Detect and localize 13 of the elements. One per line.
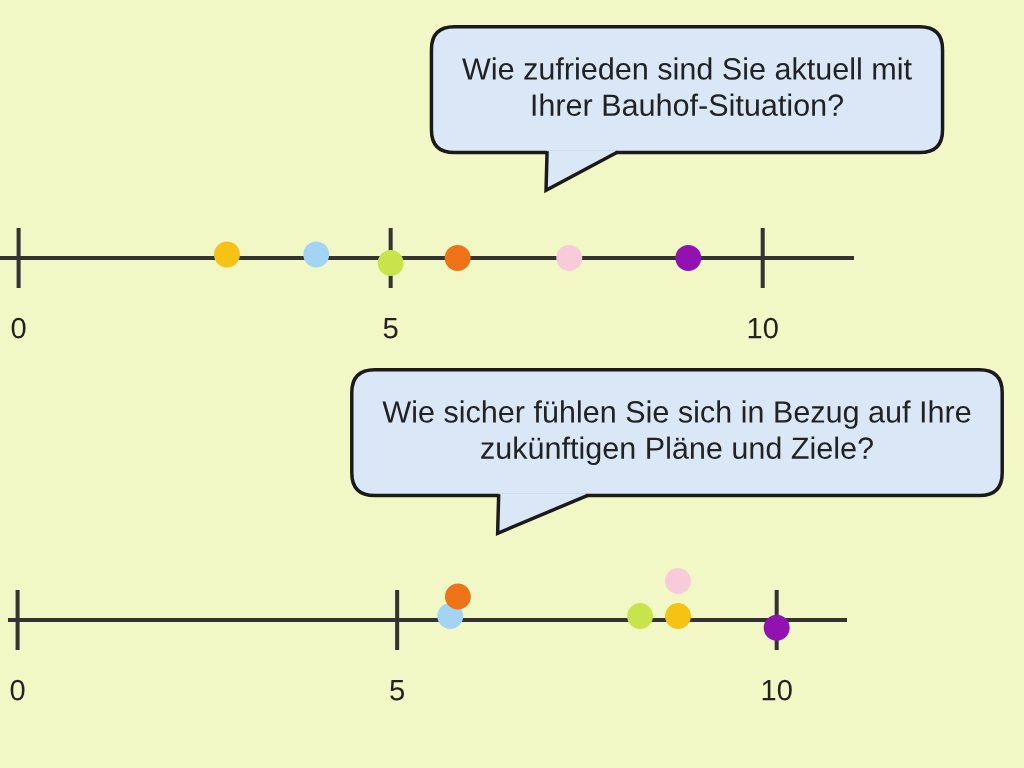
x-tick-label: 10 xyxy=(762,679,792,701)
chart-title: Wie zufrieden sind Sie aktuell mit Ihrer Bauhof-Situation? xyxy=(462,57,912,116)
x-tick-label: 10 xyxy=(748,317,778,339)
x-tick-label: 0 xyxy=(10,679,25,701)
point xyxy=(763,614,790,641)
point xyxy=(444,583,471,610)
x-tick-label: 5 xyxy=(390,680,405,701)
point xyxy=(665,603,691,630)
x-tick-label: 5 xyxy=(383,318,398,339)
x-tick-label: 0 xyxy=(11,317,26,339)
chart-title: Wie sicher fühlen Sie sich in Bezug auf Ihre zukünftigen Pläne und Ziele? xyxy=(382,400,971,466)
point xyxy=(627,603,654,630)
point xyxy=(665,568,691,594)
